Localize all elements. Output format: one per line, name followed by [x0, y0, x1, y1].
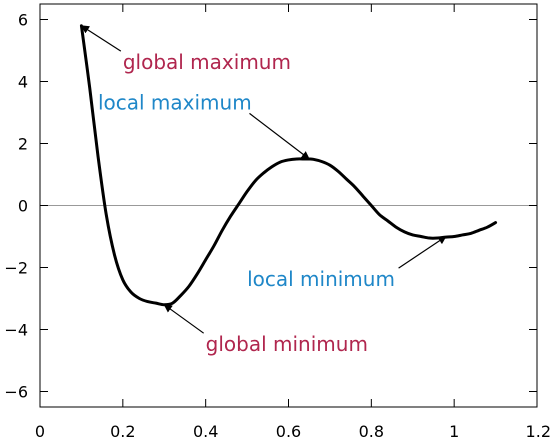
annotation-arrow — [80, 25, 122, 52]
series-line — [79, 24, 498, 307]
y-tick-label: 6 — [18, 11, 28, 30]
x-tick-label: 0.4 — [193, 422, 218, 441]
series-layer — [79, 24, 498, 307]
annotation-arrow — [163, 304, 205, 334]
y-tick-label: −4 — [4, 321, 28, 340]
annotation-label: global maximum — [123, 50, 291, 74]
y-tick-label: 2 — [18, 135, 28, 154]
y-tick-label: 0 — [18, 197, 28, 216]
annotation-label: local maximum — [98, 90, 252, 114]
ticks-layer: 0 0.2 0.4 0.6 0.8 1 1.2 6 4 2 0 −2 −4 −6 — [4, 4, 551, 441]
x-tick-label: 0.6 — [276, 422, 301, 441]
x-tick-label: 0 — [35, 422, 45, 441]
x-tick-label: 0.2 — [110, 422, 135, 441]
x-tick-label: 1 — [449, 422, 459, 441]
x-tick-label: 0.8 — [359, 422, 384, 441]
y-tick-label: −6 — [4, 383, 28, 402]
y-tick-label: 4 — [18, 73, 28, 92]
annotation-arrow — [249, 112, 310, 160]
x-tick-label: 1.2 — [526, 422, 551, 441]
annotation-label: global minimum — [206, 332, 368, 356]
annotation-layer: global maximum local maximum local minimum… — [80, 25, 447, 356]
annotation-label: local minimum — [247, 267, 395, 291]
y-tick-label: −2 — [4, 259, 28, 278]
annotation-arrow — [398, 236, 447, 269]
